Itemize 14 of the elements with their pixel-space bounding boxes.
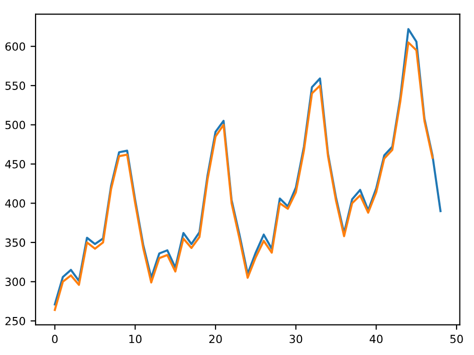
x-tick-label: 20 xyxy=(209,334,222,344)
y-tick-label: 350 xyxy=(5,238,26,247)
y-tick-label: 600 xyxy=(5,42,26,51)
y-tick-label: 450 xyxy=(5,160,26,168)
y-tick-label: 300 xyxy=(5,278,26,286)
y-tick-label: 250 xyxy=(5,316,26,326)
y-tick-label: 400 xyxy=(5,199,26,208)
y-tick-label: 550 xyxy=(5,82,26,90)
x-tick-label: 50 xyxy=(450,334,463,344)
x-tick-label: 30 xyxy=(290,334,302,344)
x-tick-label: 10 xyxy=(129,334,142,344)
x-tick-label: 0 xyxy=(52,334,58,344)
y-tick-label: 500 xyxy=(5,120,26,130)
x-tick-label: 40 xyxy=(370,334,383,344)
